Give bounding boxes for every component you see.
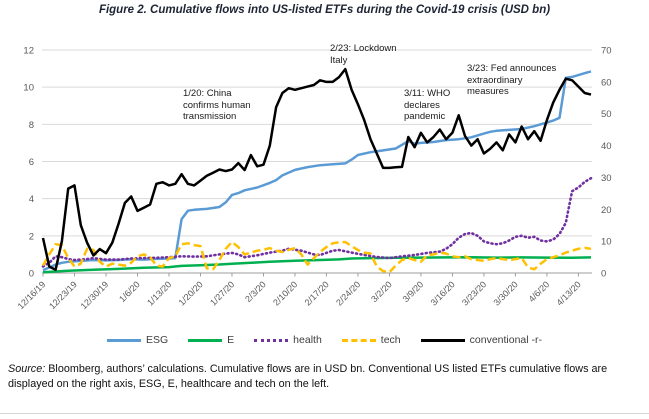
svg-text:0: 0 (601, 269, 606, 280)
y-axis-left-labels: 0 2 4 6 8 10 12 (23, 46, 34, 280)
bottom-divider (0, 413, 649, 414)
svg-text:30: 30 (601, 173, 612, 184)
svg-text:1/13/20: 1/13/20 (145, 279, 173, 307)
chart-canvas: 0 2 4 6 8 10 12 0 10 20 30 40 50 60 70 12/16/19 12/23/19… (16, 46, 612, 312)
svg-text:2/17/20: 2/17/20 (303, 279, 331, 307)
esg-line-swatch (106, 338, 141, 342)
svg-text:12/16/19: 12/16/19 (16, 279, 48, 311)
svg-text:20: 20 (601, 205, 612, 216)
source-note: Source: Bloomberg, authors’ calculations… (8, 362, 642, 392)
legend-item-e: E (188, 334, 234, 346)
health-line-swatch (254, 338, 289, 342)
svg-text:12: 12 (23, 46, 34, 57)
legend-item-tech: tech (341, 334, 401, 346)
svg-text:70: 70 (601, 46, 612, 57)
annotation-fed-measures: 3/23: Fed announces extraordinary measur… (467, 63, 557, 97)
series-conventional-r-line (41, 67, 592, 272)
svg-text:4/13/20: 4/13/20 (555, 279, 583, 307)
svg-text:3/2/20: 3/2/20 (369, 279, 394, 304)
legend-label: tech (380, 334, 401, 346)
svg-text:4: 4 (29, 194, 34, 205)
y-axis-right-labels: 0 10 20 30 40 50 60 70 (601, 46, 612, 280)
svg-text:4/6/20: 4/6/20 (527, 279, 552, 304)
svg-text:12/30/19: 12/30/19 (79, 279, 111, 311)
svg-text:60: 60 (601, 77, 612, 88)
legend-label: ESG (145, 334, 169, 346)
conventional-line-swatch (420, 338, 465, 342)
figure-title: Figure 2. Cumulative flows into US-liste… (98, 4, 551, 16)
tech-line-swatch (341, 338, 376, 342)
series-esg-line (42, 70, 592, 272)
svg-text:2/10/20: 2/10/20 (271, 279, 299, 307)
annotation-who-pandemic: 3/11: WHO declares pandemic (404, 88, 451, 122)
legend-label: conventional -r- (469, 334, 543, 346)
x-axis-labels: 12/16/19 12/23/19 12/30/19 1/6/20 1/13/20 1/2… (16, 273, 583, 311)
legend-item-conventional: conventional -r- (420, 334, 543, 346)
svg-text:3/16/20: 3/16/20 (429, 279, 457, 307)
svg-text:12/23/19: 12/23/19 (47, 279, 79, 311)
svg-text:6: 6 (29, 157, 34, 168)
svg-text:2: 2 (29, 231, 34, 242)
gridlines (42, 49, 592, 274)
svg-text:2/24/20: 2/24/20 (334, 279, 362, 307)
svg-text:10: 10 (601, 237, 612, 248)
svg-text:10: 10 (23, 83, 34, 94)
svg-text:3/30/20: 3/30/20 (492, 279, 520, 307)
svg-text:3/23/20: 3/23/20 (460, 279, 488, 307)
svg-text:50: 50 (601, 109, 612, 120)
chart-legend: ESG E health tech conventional -r- (0, 334, 649, 346)
source-text: Bloomberg, authors’ calculations. Cumula… (8, 363, 608, 390)
svg-text:40: 40 (601, 141, 612, 152)
e-line-swatch (188, 338, 223, 342)
svg-text:2/3/20: 2/3/20 (243, 279, 268, 304)
legend-label: health (293, 334, 322, 346)
svg-text:1/27/20: 1/27/20 (208, 279, 236, 307)
annotation-china-confirms: 1/20: China confirms human transmission (183, 88, 251, 122)
annotation-lockdown-italy: 2/23: Lockdown Italy (330, 43, 397, 66)
legend-item-health: health (254, 334, 322, 346)
svg-text:8: 8 (29, 120, 34, 131)
legend-item-esg: ESG (106, 334, 169, 346)
legend-label: E (227, 334, 235, 346)
series-health-line (41, 176, 593, 268)
svg-text:1/6/20: 1/6/20 (117, 279, 142, 304)
svg-text:1/20/20: 1/20/20 (177, 279, 205, 307)
series-tech-line (41, 240, 592, 274)
svg-text:3/9/20: 3/9/20 (401, 279, 426, 304)
source-label: Source: (8, 363, 46, 375)
svg-text:0: 0 (29, 269, 34, 280)
